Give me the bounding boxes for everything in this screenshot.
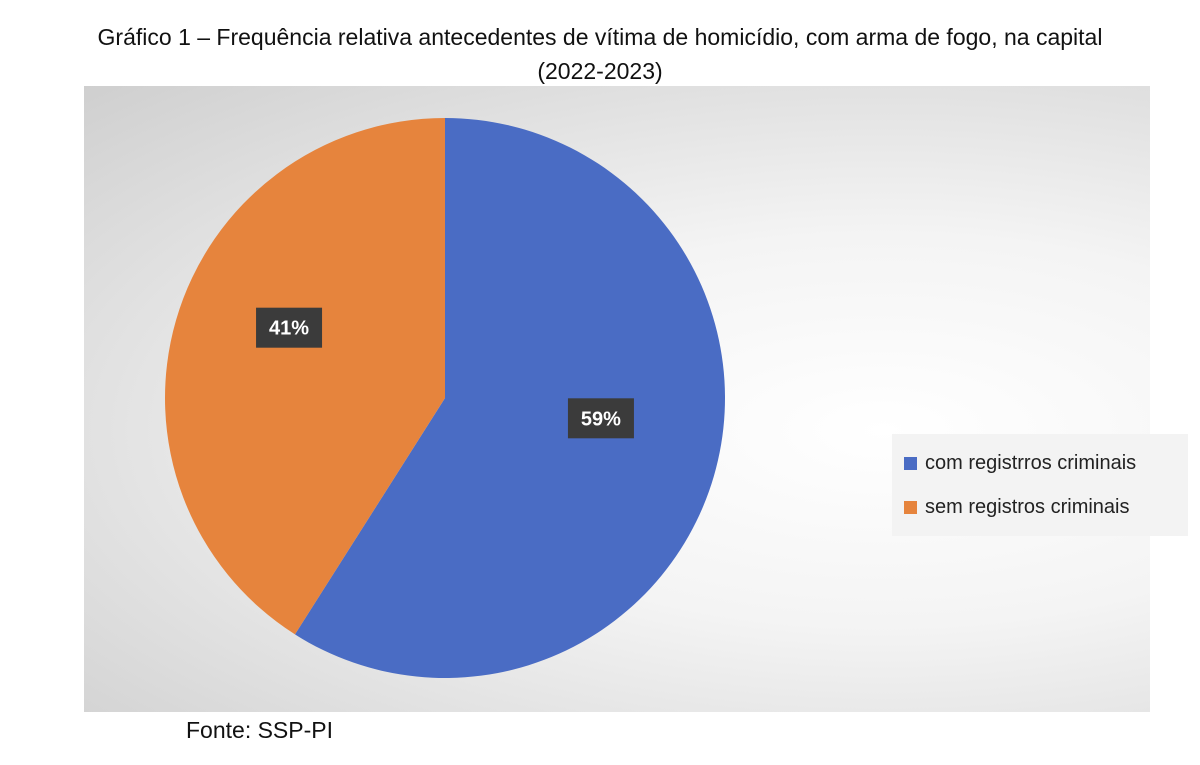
- data-label-box-com-registros: [567, 398, 634, 439]
- legend-item-com-registros: com registrros criminais: [904, 452, 1136, 475]
- chart-source: Fonte: SSP-PI: [186, 717, 334, 743]
- chart-plot-area: 59% 41% com registrros criminais sem regi…: [84, 86, 1188, 712]
- legend-swatch-sem-registros: [904, 501, 917, 514]
- pie-slice-sem-registros: [165, 118, 445, 635]
- legend-swatch-com-registros: [904, 457, 917, 470]
- data-label-box-sem-registros: [256, 307, 323, 348]
- data-label-text-com-registros: 59%: [581, 408, 621, 430]
- chart-title-line-1: Gráfico 1 – Frequência relativa antecede…: [97, 24, 1103, 50]
- legend-label-com-registros: com registrros criminais: [925, 452, 1137, 474]
- pie-slice-com-registros: [294, 118, 725, 678]
- pie-chart: 59% 41%: [165, 118, 725, 678]
- data-label-sem-registros: 41%: [256, 307, 323, 348]
- legend-label-sem-registros: sem registros criminais: [925, 496, 1130, 518]
- chart-title: Gráfico 1 – Frequência relativa antecede…: [0, 20, 1200, 88]
- chart-title-line-2: (2022-2023): [537, 58, 663, 84]
- chart-legend: com registrros criminais sem registros c…: [892, 434, 1188, 536]
- data-label-text-sem-registros: 41%: [269, 318, 309, 340]
- legend-item-sem-registros: sem registros criminais: [904, 496, 1129, 519]
- data-label-com-registros: 59%: [567, 398, 634, 439]
